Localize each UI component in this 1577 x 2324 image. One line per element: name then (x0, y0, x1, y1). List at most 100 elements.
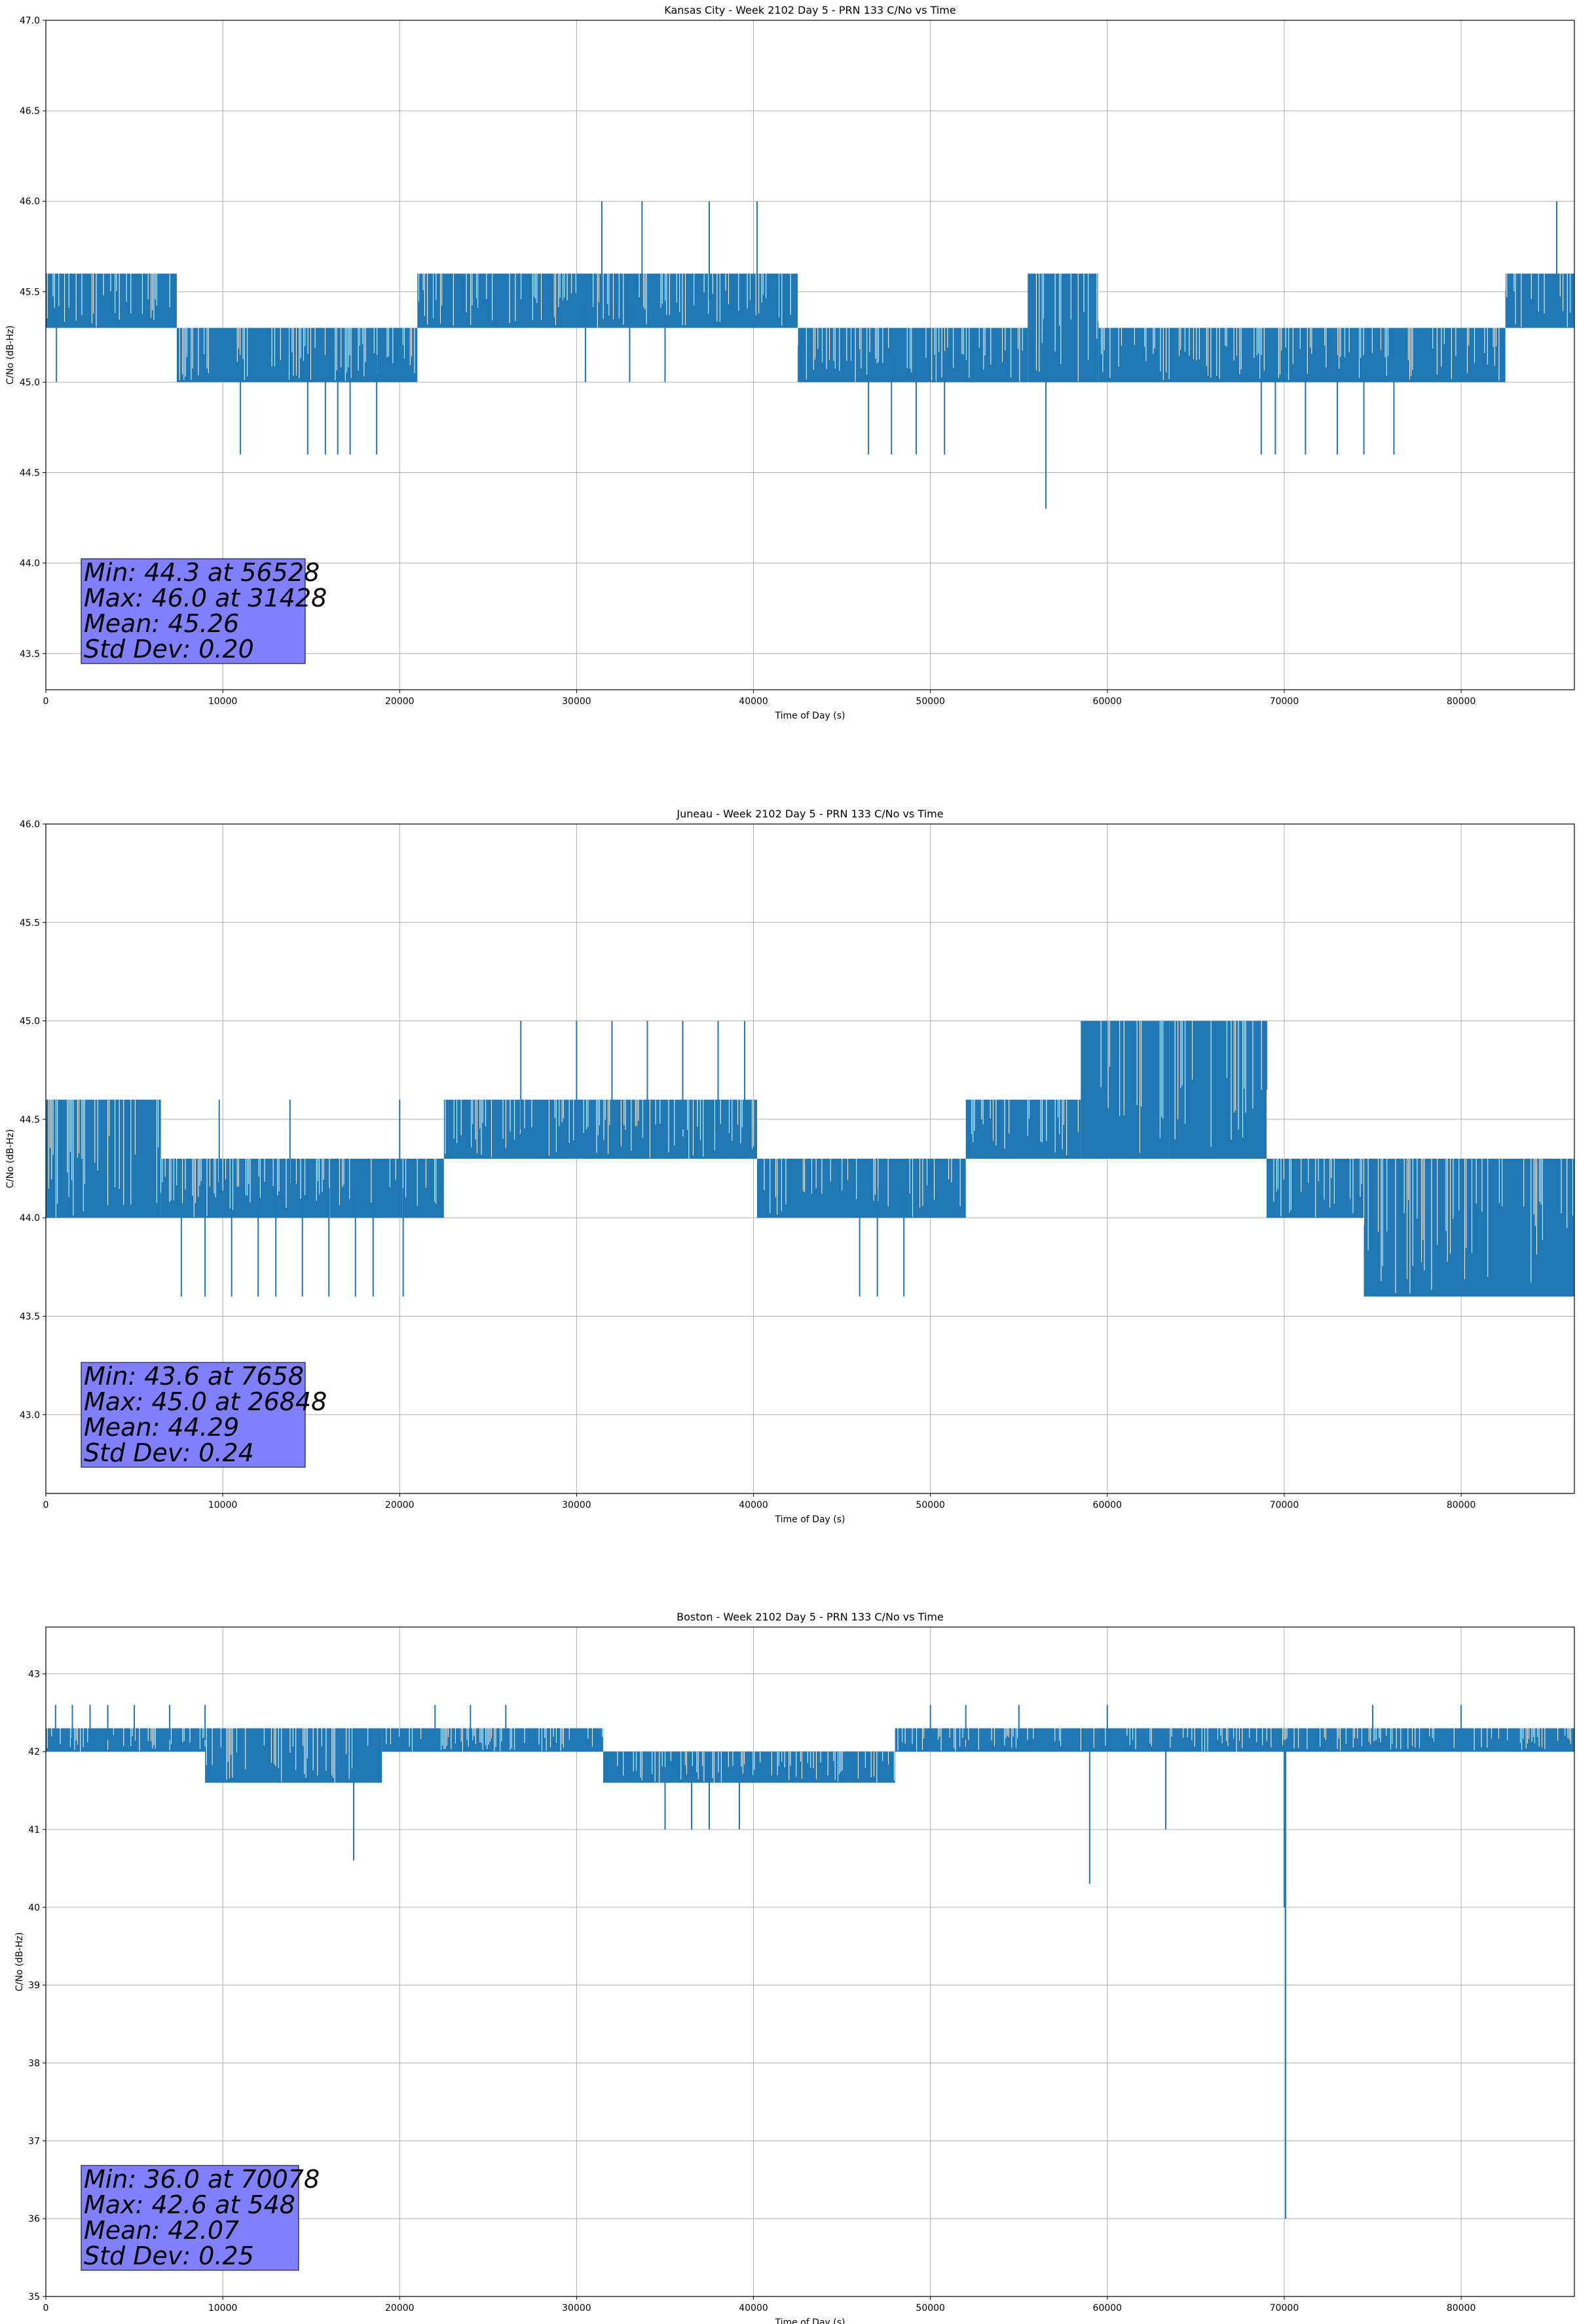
stat-max: Max: 45.0 at 26848 (84, 1387, 327, 1416)
x-tick-label: 80000 (1447, 1500, 1476, 1510)
x-tick-label: 0 (43, 696, 49, 707)
axes-frame (45, 20, 1575, 690)
x-tick-label: 0 (43, 1500, 49, 1510)
y-tick-label: 40 (28, 1903, 40, 1913)
x-tick-label: 10000 (208, 2303, 238, 2314)
stat-std: Std Dev: 0.20 (84, 635, 254, 664)
y-tick-label: 47.0 (20, 16, 40, 26)
series-band (46, 1728, 206, 1752)
series-band (1364, 1159, 1574, 1297)
y-tick-label: 36 (28, 2214, 40, 2224)
stat-mean: Mean: 42.07 (84, 2216, 239, 2245)
stat-std: Std Dev: 0.25 (84, 2241, 254, 2270)
x-axis-label: Time of Day (s) (775, 1514, 845, 1525)
x-tick-label: 0 (43, 2303, 49, 2314)
y-axis-label: C/No (dB-Hz) (5, 326, 16, 384)
y-tick-label: 46.0 (20, 197, 40, 207)
x-axis-label: Time of Day (s) (775, 711, 845, 721)
series-band (756, 1159, 966, 1218)
x-tick-label: 30000 (562, 1500, 591, 1510)
x-tick-label: 30000 (562, 2303, 591, 2314)
stat-mean: Mean: 45.26 (84, 609, 239, 638)
series-band (46, 1099, 161, 1218)
y-tick-label: 45.5 (20, 287, 40, 297)
y-tick-label: 46.0 (20, 819, 40, 830)
series-band (205, 1728, 382, 1783)
x-tick-label: 10000 (208, 696, 238, 707)
x-tick-label: 50000 (916, 1500, 945, 1510)
chart-title: Boston - Week 2102 Day 5 - PRN 133 C/No … (677, 1611, 944, 1623)
stat-min: Min: 44.3 at 56528 (84, 558, 320, 587)
y-tick-label: 41 (28, 1825, 40, 1835)
series-band (1081, 1021, 1170, 1159)
stat-max: Max: 42.6 at 548 (84, 2190, 295, 2219)
series-band (895, 1728, 1574, 1752)
y-axis-label: C/No (dB-Hz) (14, 1932, 25, 1991)
x-tick-label: 60000 (1093, 2303, 1122, 2314)
series-band (1028, 273, 1099, 383)
y-axis-label: C/No (dB-Hz) (5, 1129, 16, 1188)
series-band (46, 273, 177, 328)
stat-mean: Mean: 44.29 (84, 1413, 239, 1442)
chart-title: Juneau - Week 2102 Day 5 - PRN 133 C/No … (676, 808, 943, 820)
series-band (382, 1728, 603, 1752)
plot-boston: 0 10000 20000 30000 40000 50000 60000 70000 8000… (14, 1611, 1575, 2324)
plot-juneau: 0 10000 20000 30000 40000 50000 60000 70000 8000… (5, 808, 1575, 1525)
x-tick-label: 50000 (916, 2303, 945, 2314)
y-tick-label: 44.0 (20, 559, 40, 569)
y-tick-label: 43.0 (20, 1410, 40, 1421)
series-band (176, 328, 418, 383)
series-line (46, 201, 1574, 509)
axes-frame (45, 823, 1575, 1494)
series-line (46, 1021, 1574, 1297)
y-tick-label: 42 (28, 1747, 40, 1757)
x-tick-label: 60000 (1093, 696, 1122, 707)
x-tick-label: 80000 (1447, 2303, 1476, 2314)
y-tick-label: 45.0 (20, 1017, 40, 1027)
y-tick-label: 44.0 (20, 1213, 40, 1224)
y-tick-label: 44.5 (20, 1115, 40, 1125)
y-tick-label: 35 (28, 2292, 40, 2302)
x-tick-label: 40000 (739, 2303, 768, 2314)
y-tick-label: 45.0 (20, 377, 40, 388)
series-band (443, 1099, 757, 1159)
y-tick-label: 45.5 (20, 918, 40, 928)
series-band (603, 1752, 895, 1783)
y-tick-label: 43.5 (20, 1311, 40, 1322)
x-tick-label: 70000 (1270, 1500, 1299, 1510)
y-tick-label: 46.5 (20, 106, 40, 117)
series-band (798, 328, 1028, 383)
stat-min: Min: 36.0 at 70078 (84, 2165, 320, 2194)
y-tick-label: 39 (28, 1981, 40, 1991)
y-tick-label: 38 (28, 2058, 40, 2069)
x-tick-label: 30000 (562, 696, 591, 707)
stat-max: Max: 46.0 at 31428 (84, 584, 327, 612)
x-tick-label: 20000 (385, 2303, 415, 2314)
x-tick-label: 50000 (916, 696, 945, 707)
y-tick-label: 37 (28, 2136, 40, 2146)
stats-box (81, 558, 306, 664)
x-tick-label: 40000 (739, 696, 768, 707)
series-band (1169, 1021, 1267, 1159)
series-band (1266, 1159, 1364, 1218)
series-band (965, 1099, 1081, 1159)
x-tick-label: 80000 (1447, 696, 1476, 707)
stats-box (81, 1362, 306, 1468)
axes-frame (45, 1626, 1575, 2297)
x-tick-label: 40000 (739, 1500, 768, 1510)
x-tick-label: 10000 (208, 1500, 238, 1510)
y-tick-label: 44.5 (20, 468, 40, 479)
y-tick-label: 43.5 (20, 649, 40, 660)
stat-min: Min: 43.6 at 7658 (84, 1362, 304, 1391)
x-tick-label: 20000 (385, 1500, 415, 1510)
stat-std: Std Dev: 0.24 (84, 1438, 254, 1467)
plot-kansas-city: 0 10000 20000 30000 40000 50000 60000 70000 8000… (5, 4, 1575, 721)
chart-title: Kansas City - Week 2102 Day 5 - PRN 133 … (664, 4, 955, 16)
y-tick-label: 43 (28, 1669, 40, 1679)
x-tick-label: 20000 (385, 696, 415, 707)
x-tick-label: 70000 (1270, 696, 1299, 707)
x-axis-label: Time of Day (s) (775, 2317, 845, 2324)
stats-box (81, 2165, 299, 2271)
x-tick-label: 60000 (1093, 1500, 1122, 1510)
